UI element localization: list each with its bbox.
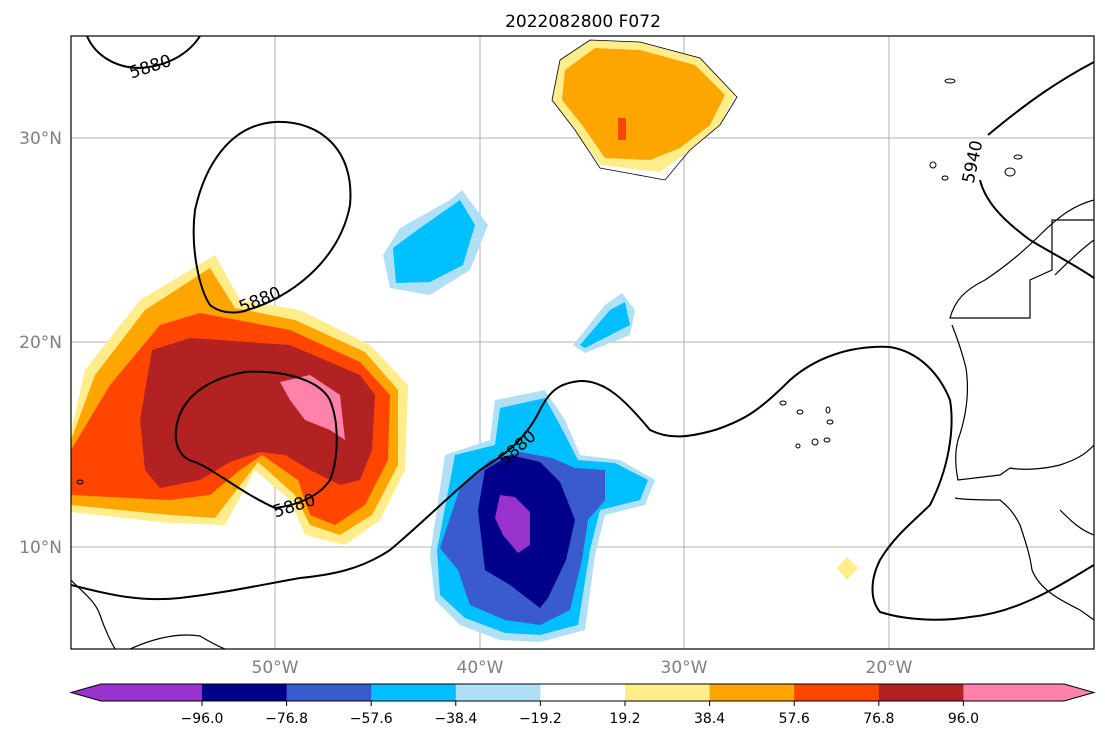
negative-anomaly-small-2	[573, 293, 635, 353]
colorbar-tick-label: −19.2	[519, 711, 562, 727]
colorbar-tick-label: −38.4	[434, 711, 477, 727]
colorbar-segment	[71, 684, 202, 701]
colorbar-tick-label: 76.8	[863, 711, 894, 727]
positive-anomaly-spot	[837, 557, 858, 580]
contour-label: 5880	[127, 51, 174, 83]
lat-tick-label: 30°N	[19, 129, 62, 149]
lon-tick-label: 50°W	[252, 658, 299, 678]
colorbar-tick-label: 38.4	[694, 711, 725, 727]
colorbar: −96.0 −76.8 −57.6 −38.4 −19.2 19.2 38.4 57.6 76.…	[69, 683, 1096, 727]
height-contours	[71, 36, 1094, 621]
colorbar-segment	[794, 684, 880, 701]
colorbar-tick-label: 57.6	[779, 711, 810, 727]
colorbar-tick-label: −57.6	[350, 711, 393, 727]
map-plot-area	[71, 36, 1094, 649]
colorbar-segment	[625, 684, 711, 701]
colorbar-outline	[69, 683, 1096, 702]
map-frame	[70, 35, 1095, 650]
colorbar-segment	[371, 684, 457, 701]
colorbar-segment	[963, 684, 1094, 701]
positive-anomaly-north	[551, 39, 738, 181]
negative-anomaly-main	[430, 390, 655, 642]
colorbar-segment	[202, 684, 288, 701]
map-title: 2022082800 F072	[505, 12, 661, 32]
positive-anomaly-west	[71, 255, 408, 545]
colorbar-tick-label: 19.2	[609, 711, 640, 727]
lon-tick-label: 30°W	[661, 658, 708, 678]
colorbar-segment	[709, 684, 795, 701]
negative-anomaly-small-1	[383, 190, 488, 295]
colorbar-segment	[286, 684, 372, 701]
lon-tick-label: 20°W	[866, 658, 913, 678]
colorbar-segment	[540, 684, 626, 701]
colorbar-tick-label: −76.8	[265, 711, 308, 727]
colorbar-tick-label: −96.0	[181, 711, 224, 727]
islands	[76, 78, 1023, 485]
contour-label: 5940	[959, 139, 988, 185]
colorbar-segment	[878, 684, 964, 701]
colorbar-tick-label: 96.0	[948, 711, 979, 727]
lon-tick-label: 40°W	[457, 658, 504, 678]
coastlines	[71, 199, 1094, 649]
lat-tick-label: 20°N	[19, 333, 62, 353]
lat-tick-label: 10°N	[19, 538, 62, 558]
colorbar-segment	[455, 684, 541, 701]
